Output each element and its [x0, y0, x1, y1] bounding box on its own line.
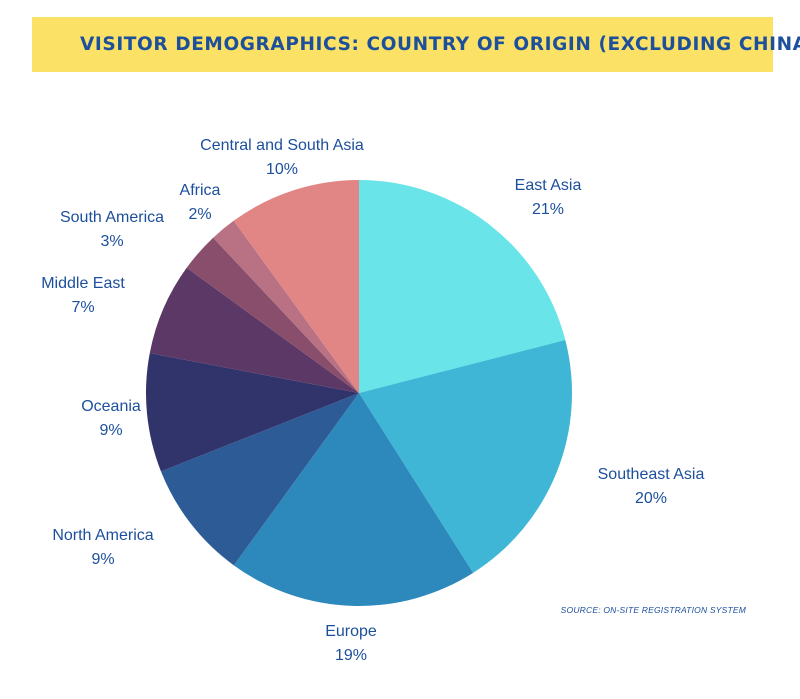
slice-value-central-and-south-asia: 10%: [266, 161, 298, 178]
slice-value-africa: 2%: [188, 206, 211, 223]
slice-value-north-america: 9%: [91, 551, 114, 568]
slice-value-southeast-asia: 20%: [635, 490, 667, 507]
pie-slice-middle-east: [149, 267, 359, 393]
pie-slice-africa: [213, 220, 359, 393]
chart-title: VISITOR DEMOGRAPHICS: COUNTRY OF ORIGIN …: [80, 34, 800, 55]
slice-label-south-america: South America: [60, 209, 164, 226]
title-banner: VISITOR DEMOGRAPHICS: COUNTRY OF ORIGIN …: [32, 17, 800, 72]
slice-label-oceania: Oceania: [81, 398, 141, 415]
pie-slice-south-america: [186, 237, 359, 393]
pie-slice-east-asia: [359, 180, 566, 393]
slice-value-east-asia: 21%: [532, 201, 564, 218]
slice-value-south-america: 3%: [100, 233, 123, 250]
pie-slice-southeast-asia: [359, 340, 573, 573]
source-note: SOURCE: ON-SITE REGISTRATION SYSTEM: [560, 605, 746, 615]
slice-label-europe: Europe: [325, 623, 377, 640]
slice-value-oceania: 9%: [99, 422, 122, 439]
slice-value-middle-east: 7%: [71, 299, 94, 316]
slice-label-north-america: North America: [52, 527, 153, 544]
slice-value-europe: 19%: [335, 647, 367, 664]
pie-slices: [145, 180, 573, 606]
pie-slice-north-america: [160, 393, 359, 566]
pie-slice-oceania: [145, 353, 359, 472]
pie-slice-europe: [233, 393, 474, 606]
slice-label-east-asia: East Asia: [515, 177, 582, 194]
pie-labels: East Asia 21% Southeast Asia 20% Europe 19% No…: [41, 137, 704, 664]
slice-label-southeast-asia: Southeast Asia: [598, 466, 705, 483]
pie-slice-central-and-south-asia: [233, 180, 359, 393]
slice-label-central-and-south-asia: Central and South Asia: [200, 137, 364, 154]
slice-label-middle-east: Middle East: [41, 275, 125, 292]
slice-label-africa: Africa: [180, 182, 221, 199]
